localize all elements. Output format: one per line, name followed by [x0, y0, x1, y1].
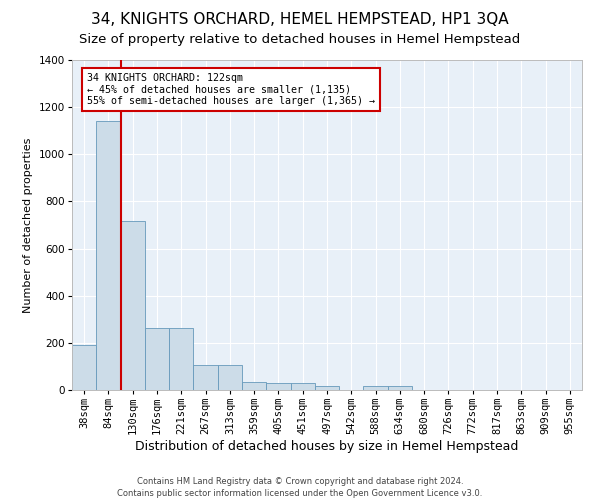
Text: 34, KNIGHTS ORCHARD, HEMEL HEMPSTEAD, HP1 3QA: 34, KNIGHTS ORCHARD, HEMEL HEMPSTEAD, HP… [91, 12, 509, 28]
Text: 34 KNIGHTS ORCHARD: 122sqm
← 45% of detached houses are smaller (1,135)
55% of s: 34 KNIGHTS ORCHARD: 122sqm ← 45% of deta… [86, 73, 374, 106]
Bar [266, 384, 290, 390]
Bar [96, 122, 121, 390]
Bar [364, 386, 388, 390]
Bar [218, 365, 242, 390]
Text: Size of property relative to detached houses in Hemel Hempstead: Size of property relative to detached ho… [79, 32, 521, 46]
Bar [388, 386, 412, 390]
Bar [315, 386, 339, 390]
X-axis label: Distribution of detached houses by size in Hemel Hempstead: Distribution of detached houses by size … [136, 440, 518, 453]
Text: Contains HM Land Registry data © Crown copyright and database right 2024.
Contai: Contains HM Land Registry data © Crown c… [118, 476, 482, 498]
Bar [72, 345, 96, 390]
Bar [290, 384, 315, 390]
Bar [121, 222, 145, 390]
Bar [169, 328, 193, 390]
Bar [145, 328, 169, 390]
Bar [242, 382, 266, 390]
Y-axis label: Number of detached properties: Number of detached properties [23, 138, 33, 312]
Bar [193, 365, 218, 390]
